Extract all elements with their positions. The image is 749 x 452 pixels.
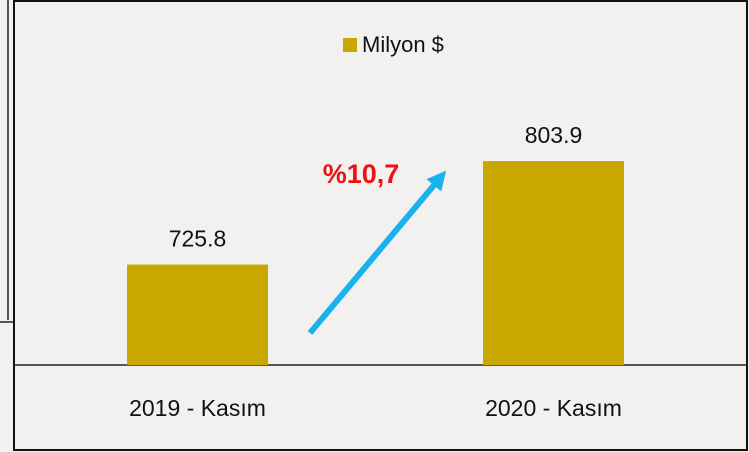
legend-label: Milyon $ (362, 32, 444, 57)
value-label: 803.9 (525, 122, 583, 148)
x-tick-label: 2020 - Kasım (485, 395, 622, 421)
growth-arrow (307, 170, 447, 335)
x-tick-label: 2019 - Kasım (129, 395, 266, 421)
frame (13, 0, 748, 451)
bar (483, 161, 624, 365)
annotation: %10,7 (323, 159, 400, 189)
value-label: 725.8 (169, 226, 227, 252)
legend-swatch (343, 38, 357, 52)
bar (127, 264, 268, 365)
